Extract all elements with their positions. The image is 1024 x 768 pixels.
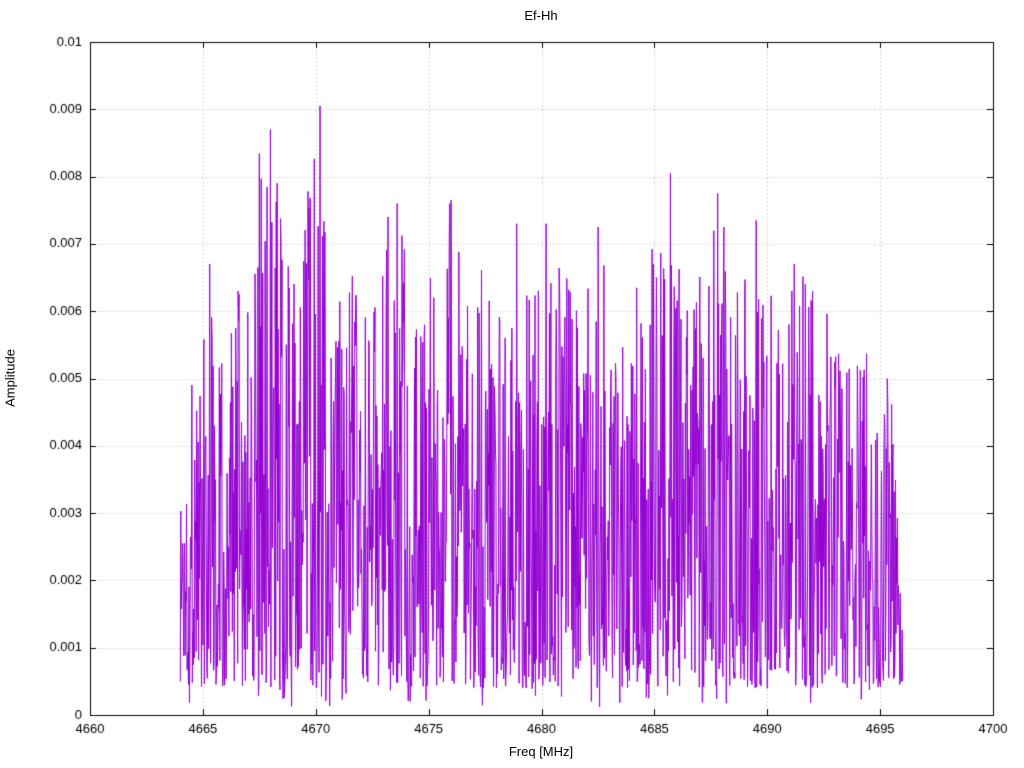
x-axis-title: Freq [MHz]	[508, 744, 574, 759]
chart-title: Ef-Hh	[524, 8, 558, 23]
y-axis-title: Amplitude	[2, 349, 18, 407]
